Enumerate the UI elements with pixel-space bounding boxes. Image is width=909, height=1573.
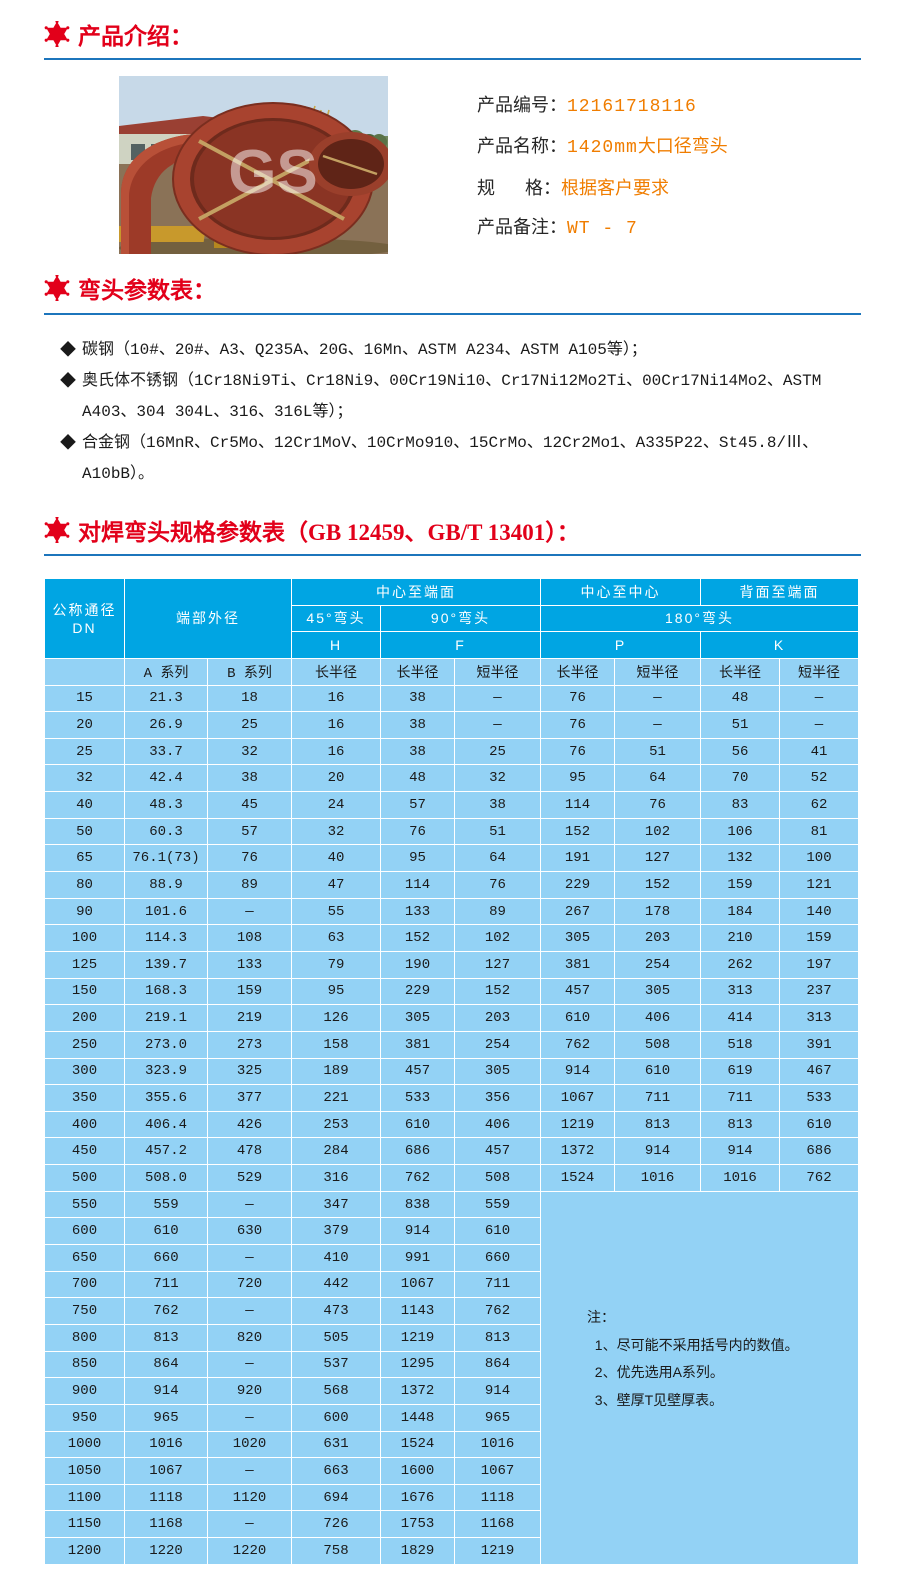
svg-text:GS: GS xyxy=(228,138,318,207)
